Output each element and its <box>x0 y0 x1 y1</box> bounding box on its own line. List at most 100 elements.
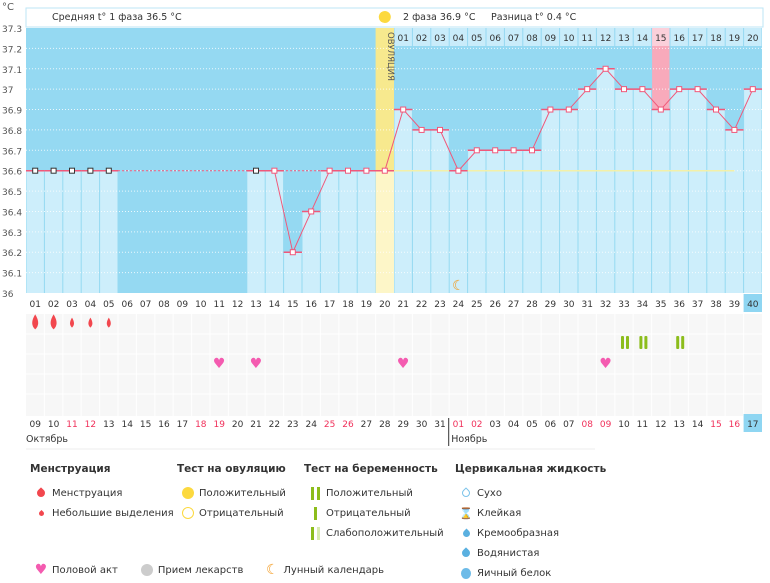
date-label: 22 <box>269 420 280 430</box>
cycle-day-label: 35 <box>655 300 666 310</box>
heart-icon: ♥ <box>34 562 48 578</box>
temperature-bar <box>652 109 670 294</box>
phase2-day-label: 18 <box>710 34 722 44</box>
legend-label: Отрицательный <box>326 507 411 519</box>
legend-cervical: Цервикальная жидкость Сухо ⌛ Клейкая Крем… <box>455 463 606 583</box>
date-label: 01 <box>453 420 464 430</box>
temperature-bar <box>560 109 578 294</box>
double-bar-icon <box>304 486 326 500</box>
date-label: 29 <box>397 420 409 430</box>
date-label: 16 <box>158 420 170 430</box>
cycle-day-label: 23 <box>434 300 445 310</box>
pregnancy-test-positive-icon <box>626 336 629 349</box>
legend-label: Половой акт <box>52 564 118 576</box>
circle-filled-icon <box>182 487 194 499</box>
heart-icon: ♥ <box>250 356 263 372</box>
cycle-day-label: 34 <box>637 300 649 310</box>
temperature-point <box>271 167 278 174</box>
y-tick-label: 36.7 <box>2 147 22 157</box>
current-date-highlight <box>743 414 762 432</box>
temperature-bar <box>504 150 523 293</box>
date-label: 14 <box>121 420 133 430</box>
cycle-day-label: 24 <box>453 300 465 310</box>
temperature-point <box>418 126 425 133</box>
unit-label: °C <box>2 2 14 13</box>
small-drop-icon <box>37 509 45 517</box>
temperature-bar <box>688 89 707 294</box>
phase2-day-cell <box>652 28 670 46</box>
date-label: 09 <box>29 420 41 430</box>
phase2-average: 2 фаза 36.9 °C <box>403 12 476 23</box>
cycle-day-label: 10 <box>195 300 207 310</box>
phase2-day-cell <box>707 28 725 46</box>
phase2-day-label: 14 <box>637 34 649 44</box>
cycle-day-label: 37 <box>692 300 703 310</box>
phase2-day-cell <box>412 28 431 46</box>
temperature-point <box>87 167 94 174</box>
temperature-point <box>621 86 627 93</box>
date-label: 21 <box>250 420 261 430</box>
temperature-point <box>565 106 572 113</box>
date-label: 15 <box>710 420 721 430</box>
temperature-point <box>437 126 443 133</box>
cycle-day-label: 25 <box>471 300 482 310</box>
temperature-point <box>69 167 75 174</box>
temperature-bar <box>394 109 412 294</box>
phase2-day-label: 13 <box>618 34 629 44</box>
cycle-day-label: 05 <box>103 300 114 310</box>
ovulation-column-lower <box>375 170 394 293</box>
ovulation-label: ОВУЛЯЦИЯ <box>385 32 395 81</box>
cycle-day-label: 26 <box>489 300 501 310</box>
temperature-bar <box>670 89 688 294</box>
cycle-day-label: 39 <box>729 300 741 310</box>
temperature-point <box>749 86 756 93</box>
temperature-point <box>584 86 591 93</box>
legend-title: Тест на беременность <box>304 463 438 475</box>
faint-bar-icon <box>304 526 326 540</box>
phase2-day-label: 19 <box>729 34 741 44</box>
y-tick-label: 36.4 <box>2 208 22 218</box>
date-label: 27 <box>361 420 372 430</box>
menstruation-drop-icon <box>88 317 93 328</box>
cycle-day-label: 08 <box>158 300 170 310</box>
cycle-day-label: 16 <box>305 300 317 310</box>
legend-label: Лунный календарь <box>283 564 384 576</box>
date-label: 05 <box>526 420 537 430</box>
egg-white-icon <box>461 567 471 579</box>
phase2-day-label: 01 <box>397 34 408 44</box>
moon-icon: ☾ <box>266 562 279 578</box>
legend-label: Водянистая <box>477 547 540 559</box>
cycle-day-label: 40 <box>747 300 759 310</box>
current-day-highlight <box>743 294 762 312</box>
heart-icon: ♥ <box>397 356 410 372</box>
date-label: 12 <box>85 420 96 430</box>
phase2-day-label: 12 <box>600 34 611 44</box>
cycle-day-label: 27 <box>508 300 519 310</box>
phase2-day-cell <box>688 28 707 46</box>
legend-label: Яичный белок <box>477 567 552 579</box>
pregnancy-test-positive-icon <box>644 336 648 349</box>
date-label: 17 <box>747 420 758 430</box>
legend-label: Положительный <box>199 487 286 499</box>
temperature-difference: Разница t° 0.4 °C <box>491 12 577 23</box>
pregnancy-test-positive-icon <box>681 336 685 349</box>
legend-other: ♥ Половой акт Прием лекарств ☾ Лунный кале… <box>30 560 384 580</box>
phase2-day-label: 04 <box>453 34 465 44</box>
date-label: 12 <box>655 420 666 430</box>
phase2-day-cell <box>523 28 541 46</box>
cycle-day-label: 12 <box>232 300 243 310</box>
legend-title: Цервикальная жидкость <box>455 463 607 475</box>
cycle-day-label: 06 <box>121 300 133 310</box>
temperature-bar <box>357 170 376 293</box>
temperature-point <box>400 106 407 113</box>
phase2-day-cell <box>468 28 486 46</box>
temperature-point <box>731 126 738 133</box>
date-label: 24 <box>305 420 317 430</box>
phase2-day-cell <box>486 28 504 46</box>
temperature-bar <box>486 150 504 293</box>
phase2-day-label: 09 <box>545 34 557 44</box>
legend-label: Отрицательный <box>199 507 284 519</box>
temperature-point <box>713 106 719 113</box>
single-bar-icon <box>304 506 326 520</box>
phase2-day-cell <box>744 28 762 46</box>
